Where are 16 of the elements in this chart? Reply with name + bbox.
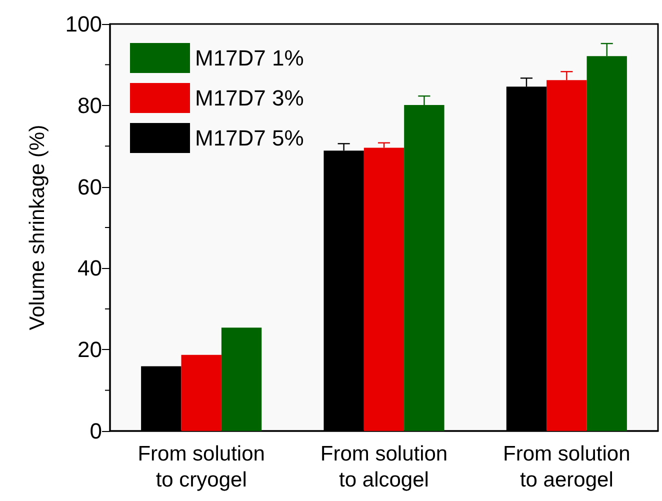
y-tick-label: 60	[78, 174, 102, 200]
y-axis-title: Volume shrinkage (%)	[26, 124, 49, 330]
y-tick-label: 20	[78, 337, 102, 362]
bar	[221, 328, 262, 431]
x-tick-label: From solution to alcogel	[320, 442, 448, 492]
x-tick-label: From solution to cryogel	[138, 442, 265, 492]
y-tick-label: 100	[65, 12, 102, 36]
legend-label: M17D7 5%	[195, 126, 304, 150]
legend-label: M17D7 1%	[195, 46, 304, 70]
x-tick-label: From solution to aerogel	[503, 442, 630, 492]
bar	[181, 354, 222, 431]
bar	[364, 148, 404, 431]
y-tick-label: 40	[78, 256, 102, 281]
legend-label: M17D7 3%	[195, 86, 304, 110]
y-tick-label: 80	[78, 92, 102, 118]
y-tick-label: 0	[90, 418, 102, 444]
